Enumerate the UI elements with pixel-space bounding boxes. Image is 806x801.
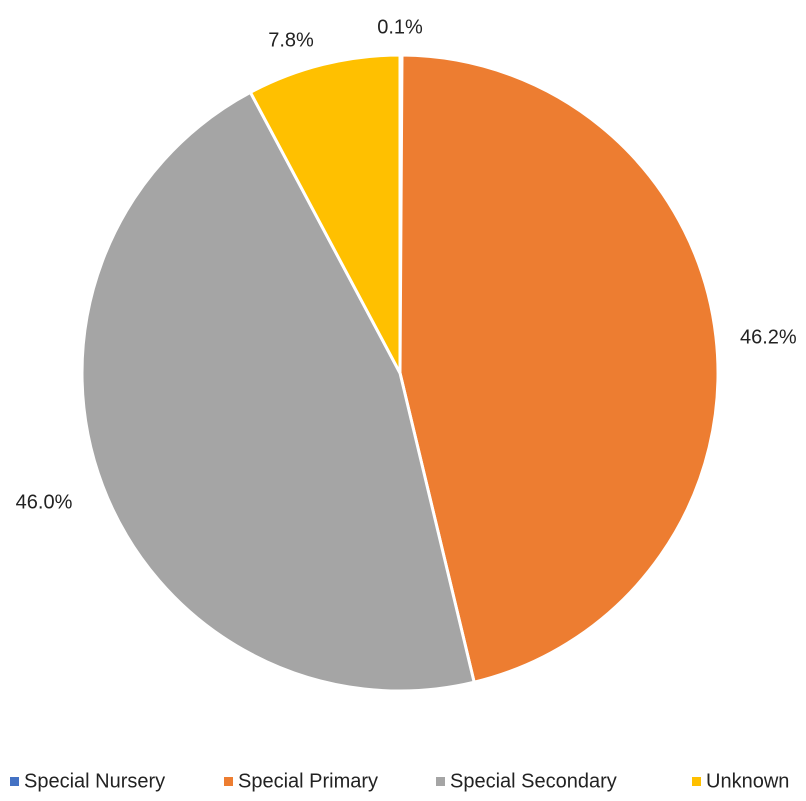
pie-data-labels: 0.1% 46.2% 46.0% 7.8% [16,16,797,513]
legend-label-special-primary: Special Primary [238,770,378,792]
legend-item-special-secondary: Special Secondary [436,770,617,792]
legend-label-unknown: Unknown [706,770,789,792]
data-label-special-nursery: 0.1% [377,16,423,38]
legend-item-special-nursery: Special Nursery [10,770,165,792]
legend-swatch-special-primary [224,777,233,786]
legend-item-unknown: Unknown [692,770,789,792]
pie-slices [80,53,720,693]
legend-item-special-primary: Special Primary [224,770,378,792]
legend: Special Nursery Special Primary Special Se… [10,770,789,792]
data-label-special-primary: 46.2% [740,326,797,348]
pie-slice-unknown [248,53,402,375]
data-label-unknown: 7.8% [268,29,314,51]
data-label-special-secondary: 46.0% [16,491,73,513]
legend-swatch-unknown [692,777,701,786]
legend-label-special-secondary: Special Secondary [450,770,617,792]
pie-slice-special-secondary [80,90,476,693]
pie-slice-special-primary [398,53,720,684]
legend-swatch-special-secondary [436,777,445,786]
legend-label-special-nursery: Special Nursery [24,770,165,792]
legend-swatch-special-nursery [10,777,19,786]
